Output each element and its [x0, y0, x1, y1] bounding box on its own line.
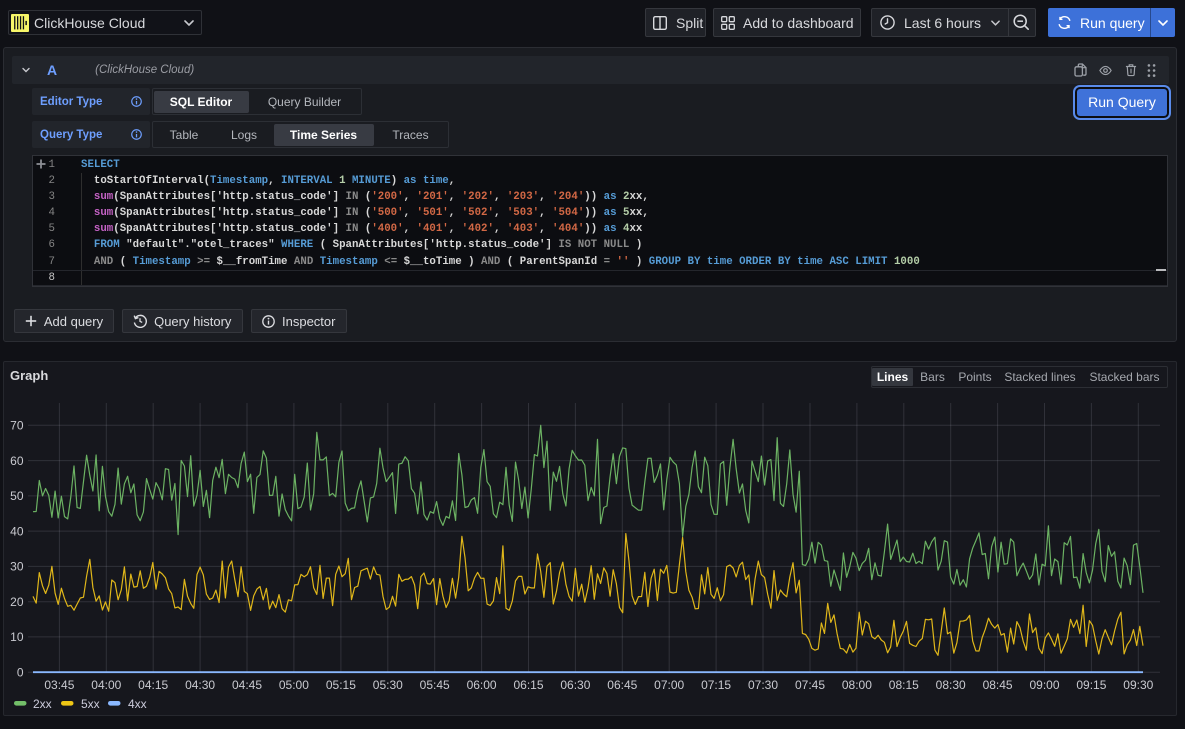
svg-text:05:15: 05:15 — [326, 678, 356, 692]
svg-text:30: 30 — [10, 560, 24, 574]
svg-text:2xx: 2xx — [33, 697, 52, 711]
svg-text:70: 70 — [10, 419, 24, 433]
svg-text:08:45: 08:45 — [983, 678, 1013, 692]
svg-text:04:45: 04:45 — [232, 678, 262, 692]
svg-text:40: 40 — [10, 524, 24, 538]
svg-text:08:30: 08:30 — [936, 678, 966, 692]
svg-text:04:30: 04:30 — [185, 678, 215, 692]
svg-text:07:00: 07:00 — [654, 678, 684, 692]
svg-text:05:30: 05:30 — [373, 678, 403, 692]
svg-text:06:30: 06:30 — [560, 678, 590, 692]
svg-text:04:00: 04:00 — [91, 678, 121, 692]
svg-text:06:00: 06:00 — [467, 678, 497, 692]
svg-text:05:00: 05:00 — [279, 678, 309, 692]
svg-text:05:45: 05:45 — [420, 678, 450, 692]
svg-text:4xx: 4xx — [128, 697, 147, 711]
svg-text:20: 20 — [10, 595, 24, 609]
svg-text:09:30: 09:30 — [1123, 678, 1153, 692]
svg-text:10: 10 — [10, 630, 24, 644]
svg-text:06:45: 06:45 — [607, 678, 637, 692]
svg-text:06:15: 06:15 — [513, 678, 543, 692]
svg-text:07:15: 07:15 — [701, 678, 731, 692]
svg-text:5xx: 5xx — [81, 697, 100, 711]
svg-text:0: 0 — [17, 665, 24, 679]
svg-text:03:45: 03:45 — [44, 678, 74, 692]
svg-text:09:00: 09:00 — [1029, 678, 1059, 692]
svg-text:09:15: 09:15 — [1076, 678, 1106, 692]
svg-text:08:15: 08:15 — [889, 678, 919, 692]
svg-text:07:45: 07:45 — [795, 678, 825, 692]
svg-text:04:15: 04:15 — [138, 678, 168, 692]
svg-text:60: 60 — [10, 454, 24, 468]
svg-text:07:30: 07:30 — [748, 678, 778, 692]
svg-text:50: 50 — [10, 489, 24, 503]
svg-text:08:00: 08:00 — [842, 678, 872, 692]
